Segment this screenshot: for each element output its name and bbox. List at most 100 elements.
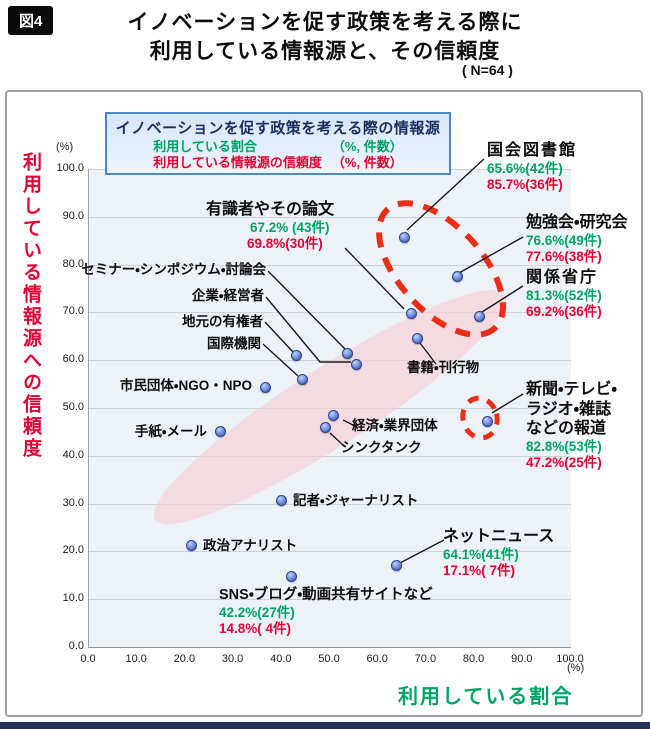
x-tick-label: 20.0 [173, 653, 196, 665]
y-tick-label: 10.0 [62, 592, 84, 605]
point-label: シンクタンク [341, 440, 421, 456]
title-line-2: 利用している情報源と、その信頼度 [149, 40, 501, 63]
y-tick-label: 60.0 [62, 353, 84, 366]
point-label: 経済・業界団体 [352, 418, 438, 434]
x-axis-title: 利用している割合 [398, 686, 574, 708]
point-trust-value: 77.6%(38件) [526, 249, 602, 265]
gridline [89, 360, 571, 362]
point-name: 書籍・刊行物 [407, 360, 480, 375]
x-tick-label: 10.0 [125, 653, 147, 665]
point-label: 書籍・刊行物 [407, 360, 479, 376]
point-label: 市民団体・NGO・NPO [120, 378, 252, 394]
page-footer-bar [0, 722, 650, 729]
point-name: 新聞・テレビ・ [526, 381, 617, 398]
x-tick-label: 50.0 [318, 653, 340, 665]
data-point [351, 358, 363, 370]
point-label: 新聞・テレビ・ ラジオ・雑誌 などの報道 82.8%(53件) 47.2%(25件) [526, 380, 617, 472]
point-name: 国会図書館 [487, 142, 578, 159]
point-label: 企業・経営者 [192, 288, 264, 304]
point-label: 国際機関 [207, 336, 261, 352]
data-point [319, 421, 331, 433]
legend-usage-unit: （%, 件数） [331, 139, 403, 154]
point-name: 企業・経営者 [191, 288, 264, 303]
gridline [89, 408, 571, 409]
data-point [398, 231, 410, 243]
x-tick-label: 100.0 [556, 653, 584, 665]
y-tick-label: 30.0 [62, 496, 84, 509]
point-usage-value: 81.3%(52件) [526, 287, 602, 303]
legend-box: イノベーションを促す政策を考える際の情報源 利用している割合 （%, 件数） 利… [105, 112, 451, 175]
gridline [89, 216, 571, 218]
point-name: ネットニュース [443, 528, 555, 545]
data-point [328, 409, 340, 421]
point-name: 国際機関 [207, 336, 261, 351]
point-name: 地元の有権者 [182, 314, 263, 329]
data-point [185, 540, 197, 552]
gridline [89, 264, 571, 266]
data-point [285, 570, 297, 582]
sample-size-label: ( N=64 ) [462, 62, 513, 78]
legend-rows: 利用している割合 （%, 件数） 利用している情報源の信頼度 （%, 件数） [153, 139, 402, 171]
point-name: SNS・ブログ・動画共有サイトなど [219, 587, 433, 603]
point-name: などの報道 [526, 420, 607, 438]
point-name: 政治アナリスト [203, 538, 298, 553]
y-tick-label: 80.0 [62, 257, 84, 270]
data-point [411, 332, 423, 344]
point-name: 経済・業界団体 [352, 418, 438, 433]
point-name: 有識者やその論文 [206, 201, 335, 218]
point-name: セミナー・シンポジウム・討論会 [81, 262, 266, 277]
x-axis-unit: (%) [567, 662, 585, 674]
title-line-1: イノベーションを促す政策を考える際に [127, 11, 523, 34]
point-label: 国会図書館 65.6%(42件) 85.7%(36件) [487, 141, 577, 194]
point-usage-value: 76.6%(49件) [526, 232, 602, 248]
gridline [89, 455, 571, 457]
figure-number-badge: 図4 [8, 6, 54, 35]
legend-usage-label: 利用している割合 [153, 139, 257, 154]
point-label: 手紙・メール [135, 424, 207, 440]
y-tick-label: 20.0 [62, 544, 84, 557]
y-tick-label: 40.0 [62, 448, 84, 461]
point-name: ラジオ・雑誌 [526, 400, 612, 418]
data-point [391, 559, 403, 571]
legend-title: イノベーションを促す政策を考える際の情報源 [115, 120, 441, 137]
point-trust-value: 17.1%( 7件) [443, 563, 516, 579]
x-tick-label: 70.0 [414, 653, 437, 665]
x-tick-label: 80.0 [462, 653, 485, 665]
point-name: 勉強会・研究会 [526, 214, 628, 231]
y-tick-label: 50.0 [62, 401, 84, 413]
point-trust-value: 85.7%(36件) [487, 177, 563, 193]
page-title: イノベーションを促す政策を考える際に 利用している情報源と、その信頼度 [0, 8, 650, 66]
point-label: SNS・ブログ・動画共有サイトなど 42.2%(27件) 14.8%( 4件) [219, 587, 433, 638]
point-trust-value: 69.2%(36件) [526, 304, 602, 320]
y-tick-label: 90.0 [62, 209, 84, 222]
x-tick-label: 90.0 [511, 653, 533, 665]
data-point [296, 374, 308, 386]
y-axis-title: 利用している情報源への信頼度 [20, 152, 41, 460]
point-trust-value: 14.8%( 4件) [219, 621, 292, 637]
point-usage-value: 82.8%(53件) [526, 438, 602, 454]
legend-trust-unit: （%, 件数） [331, 155, 403, 170]
point-label: 地元の有権者 [182, 314, 263, 330]
point-label: 記者・ジャーナリスト [293, 493, 418, 509]
x-tick-label: 40.0 [270, 653, 292, 665]
point-name: 手紙・メール [134, 424, 207, 439]
point-name: 記者・ジャーナリスト [293, 493, 419, 508]
y-tick-label: 0.0 [68, 640, 84, 652]
x-tick-label: 0.0 [80, 653, 96, 665]
x-tick-label: 30.0 [221, 653, 244, 665]
point-trust-value: 47.2%(25件) [526, 455, 602, 471]
point-usage-value: 42.2%(27件) [219, 604, 295, 620]
data-point [259, 381, 271, 393]
data-point [451, 270, 463, 282]
gridline [89, 551, 571, 553]
y-tick-label: 70.0 [62, 305, 84, 318]
point-usage-value: 64.1%(41件) [443, 546, 519, 562]
data-point [276, 494, 288, 506]
y-axis-unit: (%) [56, 141, 74, 153]
point-label: ネットニュース 64.1%(41件) 17.1%( 7件) [443, 527, 554, 580]
point-name: 市民団体・NGO・NPO [119, 378, 252, 393]
y-tick-label: 100.0 [56, 162, 84, 174]
point-usage-value: 65.6%(42件) [487, 160, 563, 176]
point-label: 関係省庁 81.3%(52件) 69.2%(36件) [526, 268, 602, 321]
